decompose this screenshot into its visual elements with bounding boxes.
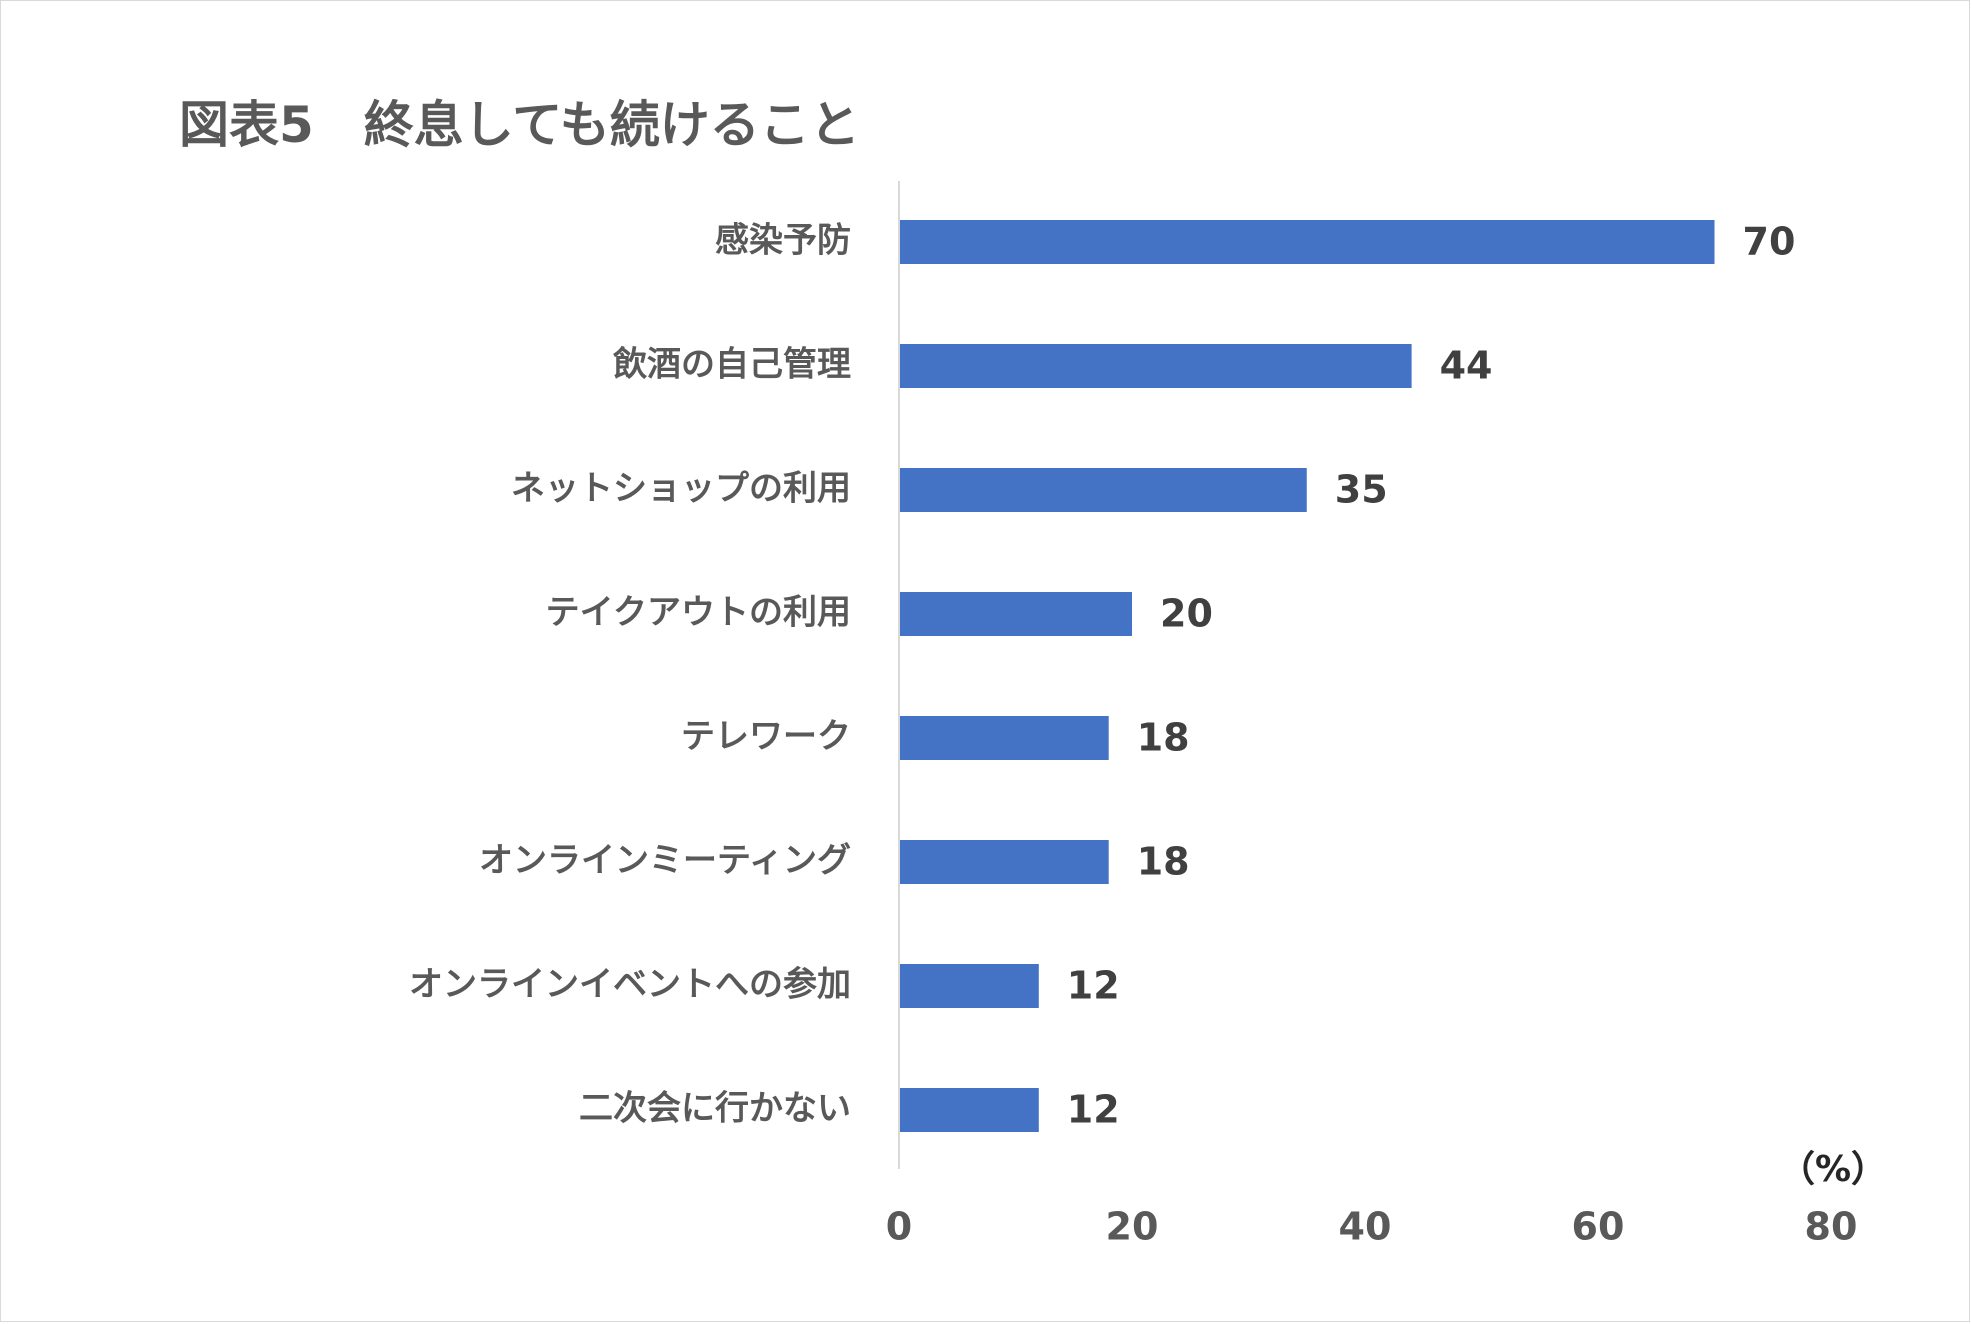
x-tick-label: 0: [886, 1205, 912, 1249]
chart-title: 図表5 終息しても続けること: [179, 96, 860, 154]
data-label: 35: [1335, 468, 1388, 512]
data-label: 18: [1137, 716, 1190, 760]
category-label: 感染予防: [715, 221, 851, 261]
bar: [900, 592, 1132, 636]
data-label: 18: [1137, 840, 1190, 884]
category-label: ネットショップの利用: [511, 469, 851, 509]
category-label: オンラインイベントへの参加: [409, 965, 851, 1005]
x-tick-label: 20: [1106, 1205, 1159, 1249]
data-label: 44: [1440, 344, 1493, 388]
category-label: テイクアウトの利用: [546, 593, 851, 633]
bar: [900, 220, 1715, 264]
data-label: 20: [1160, 592, 1213, 636]
bar: [900, 468, 1307, 512]
x-tick-label: 40: [1339, 1205, 1392, 1249]
x-tick-label: 60: [1572, 1205, 1625, 1249]
data-label: 12: [1067, 964, 1120, 1008]
category-label: オンラインミーティング: [479, 841, 851, 881]
data-label: 12: [1067, 1088, 1120, 1132]
bar: [900, 1088, 1039, 1132]
bar: [900, 344, 1412, 388]
bar: [900, 840, 1109, 884]
category-label: 飲酒の自己管理: [613, 345, 851, 385]
category-label: テレワーク: [681, 717, 851, 757]
unit-label: （%）: [1779, 1149, 1887, 1190]
bar: [900, 716, 1109, 760]
bar: [900, 964, 1039, 1008]
data-label: 70: [1743, 220, 1796, 264]
category-label: 二次会に行かない: [579, 1089, 851, 1129]
x-tick-label: 80: [1805, 1205, 1858, 1249]
